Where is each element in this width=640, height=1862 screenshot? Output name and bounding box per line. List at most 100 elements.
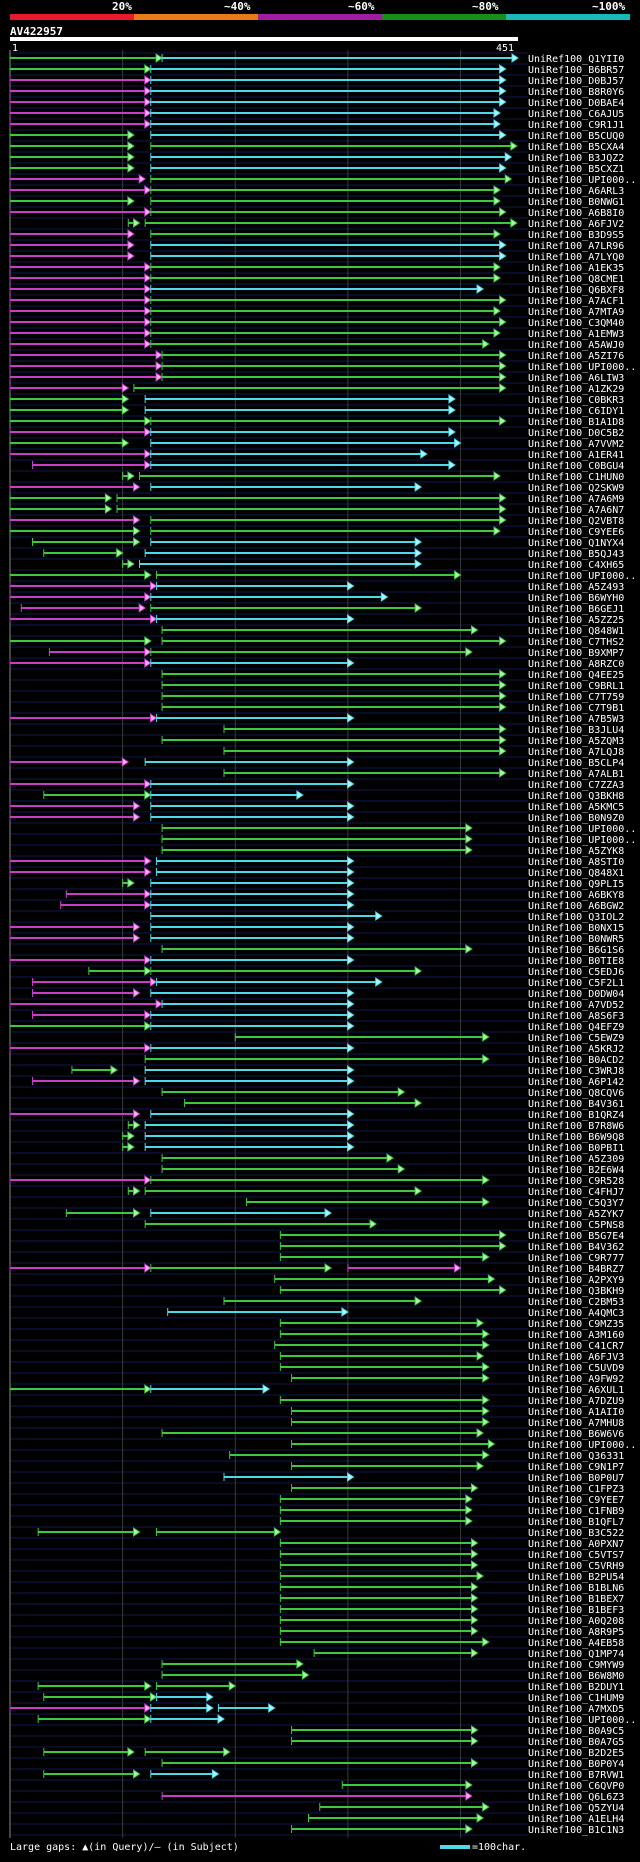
- segment-arrowhead: [133, 1076, 141, 1086]
- segment-arrowhead: [397, 1164, 406, 1174]
- hit-label: UniRef100_C0BGU4: [528, 461, 624, 472]
- hit-label: UniRef100_B6W9Q8: [528, 1132, 624, 1143]
- segment-arrowhead: [465, 647, 473, 657]
- hit-label: UniRef100_UPI000..: [528, 824, 636, 835]
- legend-label-40: ~40%: [224, 0, 251, 13]
- segment-arrowhead: [499, 1285, 507, 1295]
- segment-arrowhead: [296, 1659, 304, 1669]
- hit-label: UniRef100_B5CXA4: [528, 142, 624, 153]
- segment-arrowhead: [493, 108, 501, 118]
- segment-arrowhead: [499, 691, 507, 701]
- hit-label: UniRef100_B0PBI1: [528, 1143, 624, 1154]
- legend-label-100: ~100%: [592, 0, 626, 13]
- legend-swatch-60: [258, 14, 382, 20]
- hit-label: UniRef100_B0A9C5: [528, 1726, 624, 1737]
- hit-label: UniRef100_C5Q3Y7: [528, 1198, 624, 1209]
- hit-label: UniRef100_A6XUL1: [528, 1385, 624, 1396]
- segment-arrowhead: [465, 823, 473, 833]
- segment-arrowhead: [470, 1560, 479, 1570]
- hit-label: UniRef100_B0A7G5: [528, 1737, 624, 1748]
- hit-label: UniRef100_C9YEE7: [528, 1495, 624, 1506]
- segment-arrowhead: [144, 647, 152, 657]
- hit-label: UniRef100_A4QMC3: [528, 1308, 624, 1319]
- segment-arrowhead: [493, 196, 501, 206]
- segment-arrowhead: [127, 1142, 135, 1152]
- segment-arrowhead: [324, 1208, 332, 1218]
- segment-arrowhead: [499, 130, 507, 140]
- hit-label: UniRef100_A6BKY8: [528, 890, 624, 901]
- segment-arrowhead: [144, 306, 152, 316]
- segment-arrowhead: [510, 218, 518, 228]
- segment-arrowhead: [347, 1076, 355, 1086]
- segment-arrowhead: [347, 713, 355, 723]
- hit-label: UniRef100_A3M160: [528, 1330, 624, 1341]
- segment-arrowhead: [206, 1692, 214, 1702]
- segment-arrowhead: [347, 1472, 355, 1482]
- segment-arrowhead: [499, 317, 507, 327]
- hit-label: UniRef100_B6W6V6: [528, 1429, 624, 1440]
- hit-label: UniRef100_A7LR96: [528, 241, 624, 252]
- segment-arrowhead: [414, 1296, 423, 1306]
- segment-arrowhead: [144, 1021, 152, 1031]
- hit-label: UniRef100_C9N1P7: [528, 1462, 624, 1473]
- segment-arrowhead: [347, 999, 355, 1009]
- hit-label: UniRef100_Q4EE25: [528, 670, 624, 681]
- hit-label: UniRef100_B7R8W6: [528, 1121, 624, 1132]
- hit-label: UniRef100_A1ER41: [528, 450, 624, 461]
- segment-arrowhead: [133, 988, 141, 998]
- segment-arrowhead: [347, 933, 355, 943]
- segment-arrowhead: [499, 768, 507, 778]
- hit-label: UniRef100_B5QJ43: [528, 549, 624, 560]
- segment-arrowhead: [116, 548, 124, 558]
- segment-arrowhead: [454, 570, 462, 580]
- hit-label: UniRef100_B2PU54: [528, 1572, 624, 1583]
- segment-arrowhead: [296, 790, 304, 800]
- segment-arrowhead: [133, 218, 141, 228]
- segment-arrowhead: [380, 592, 389, 602]
- segment-arrowhead: [499, 1241, 507, 1251]
- hit-label: UniRef100_B8R0Y6: [528, 87, 624, 98]
- segment-arrowhead: [144, 295, 152, 305]
- segment-arrowhead: [499, 383, 507, 393]
- hit-label: UniRef100_A5Z309: [528, 1154, 624, 1165]
- hit-label: UniRef100_Q3BKH8: [528, 791, 624, 802]
- hit-label: UniRef100_A6P142: [528, 1077, 624, 1088]
- segment-arrowhead: [470, 1483, 479, 1493]
- hit-label: UniRef100_C5VTS7: [528, 1550, 624, 1561]
- hit-label: UniRef100_A4EB58: [528, 1638, 624, 1649]
- segment-arrowhead: [149, 614, 158, 624]
- segment-arrowhead: [482, 1373, 490, 1383]
- segment-arrowhead: [133, 801, 141, 811]
- segment-arrowhead: [465, 1494, 473, 1504]
- segment-arrowhead: [144, 955, 152, 965]
- segment-arrowhead: [482, 1637, 490, 1647]
- hit-label: UniRef100_B2D2E5: [528, 1748, 624, 1759]
- segment-arrowhead: [121, 438, 130, 448]
- segment-arrowhead: [470, 1549, 479, 1559]
- hit-label: UniRef100_A5ZZ25: [528, 615, 624, 626]
- hit-label: UniRef100_Q9PLI5: [528, 879, 624, 890]
- segment-arrowhead: [493, 328, 501, 338]
- hit-label: UniRef100_B0P0Y4: [528, 1759, 624, 1770]
- hit-label: UniRef100_C1HUM9: [528, 1693, 624, 1704]
- hit-label: UniRef100_A6LIW3: [528, 373, 624, 384]
- segment-arrowhead: [465, 1791, 473, 1801]
- hit-label: UniRef100_D0BAE4: [528, 98, 624, 109]
- hit-label: UniRef100_Q36331: [528, 1451, 624, 1462]
- segment-arrowhead: [347, 812, 355, 822]
- segment-arrowhead: [138, 603, 147, 613]
- hit-label: UniRef100_B4BRZ7: [528, 1264, 624, 1275]
- segment-arrowhead: [127, 878, 135, 888]
- segment-arrowhead: [448, 427, 456, 437]
- segment-arrowhead: [133, 1769, 141, 1779]
- segment-arrowhead: [482, 1252, 490, 1262]
- segment-arrowhead: [347, 988, 355, 998]
- hit-label: UniRef100_C0BKR3: [528, 395, 624, 406]
- segment-arrowhead: [144, 75, 152, 85]
- hit-label: UniRef100_A7LYQ0: [528, 252, 624, 263]
- segment-arrowhead: [127, 559, 135, 569]
- segment-arrowhead: [144, 207, 152, 217]
- segment-arrowhead: [144, 119, 152, 129]
- legend-label-80: ~80%: [472, 0, 499, 13]
- hit-label: UniRef100_B1QRZ4: [528, 1110, 624, 1121]
